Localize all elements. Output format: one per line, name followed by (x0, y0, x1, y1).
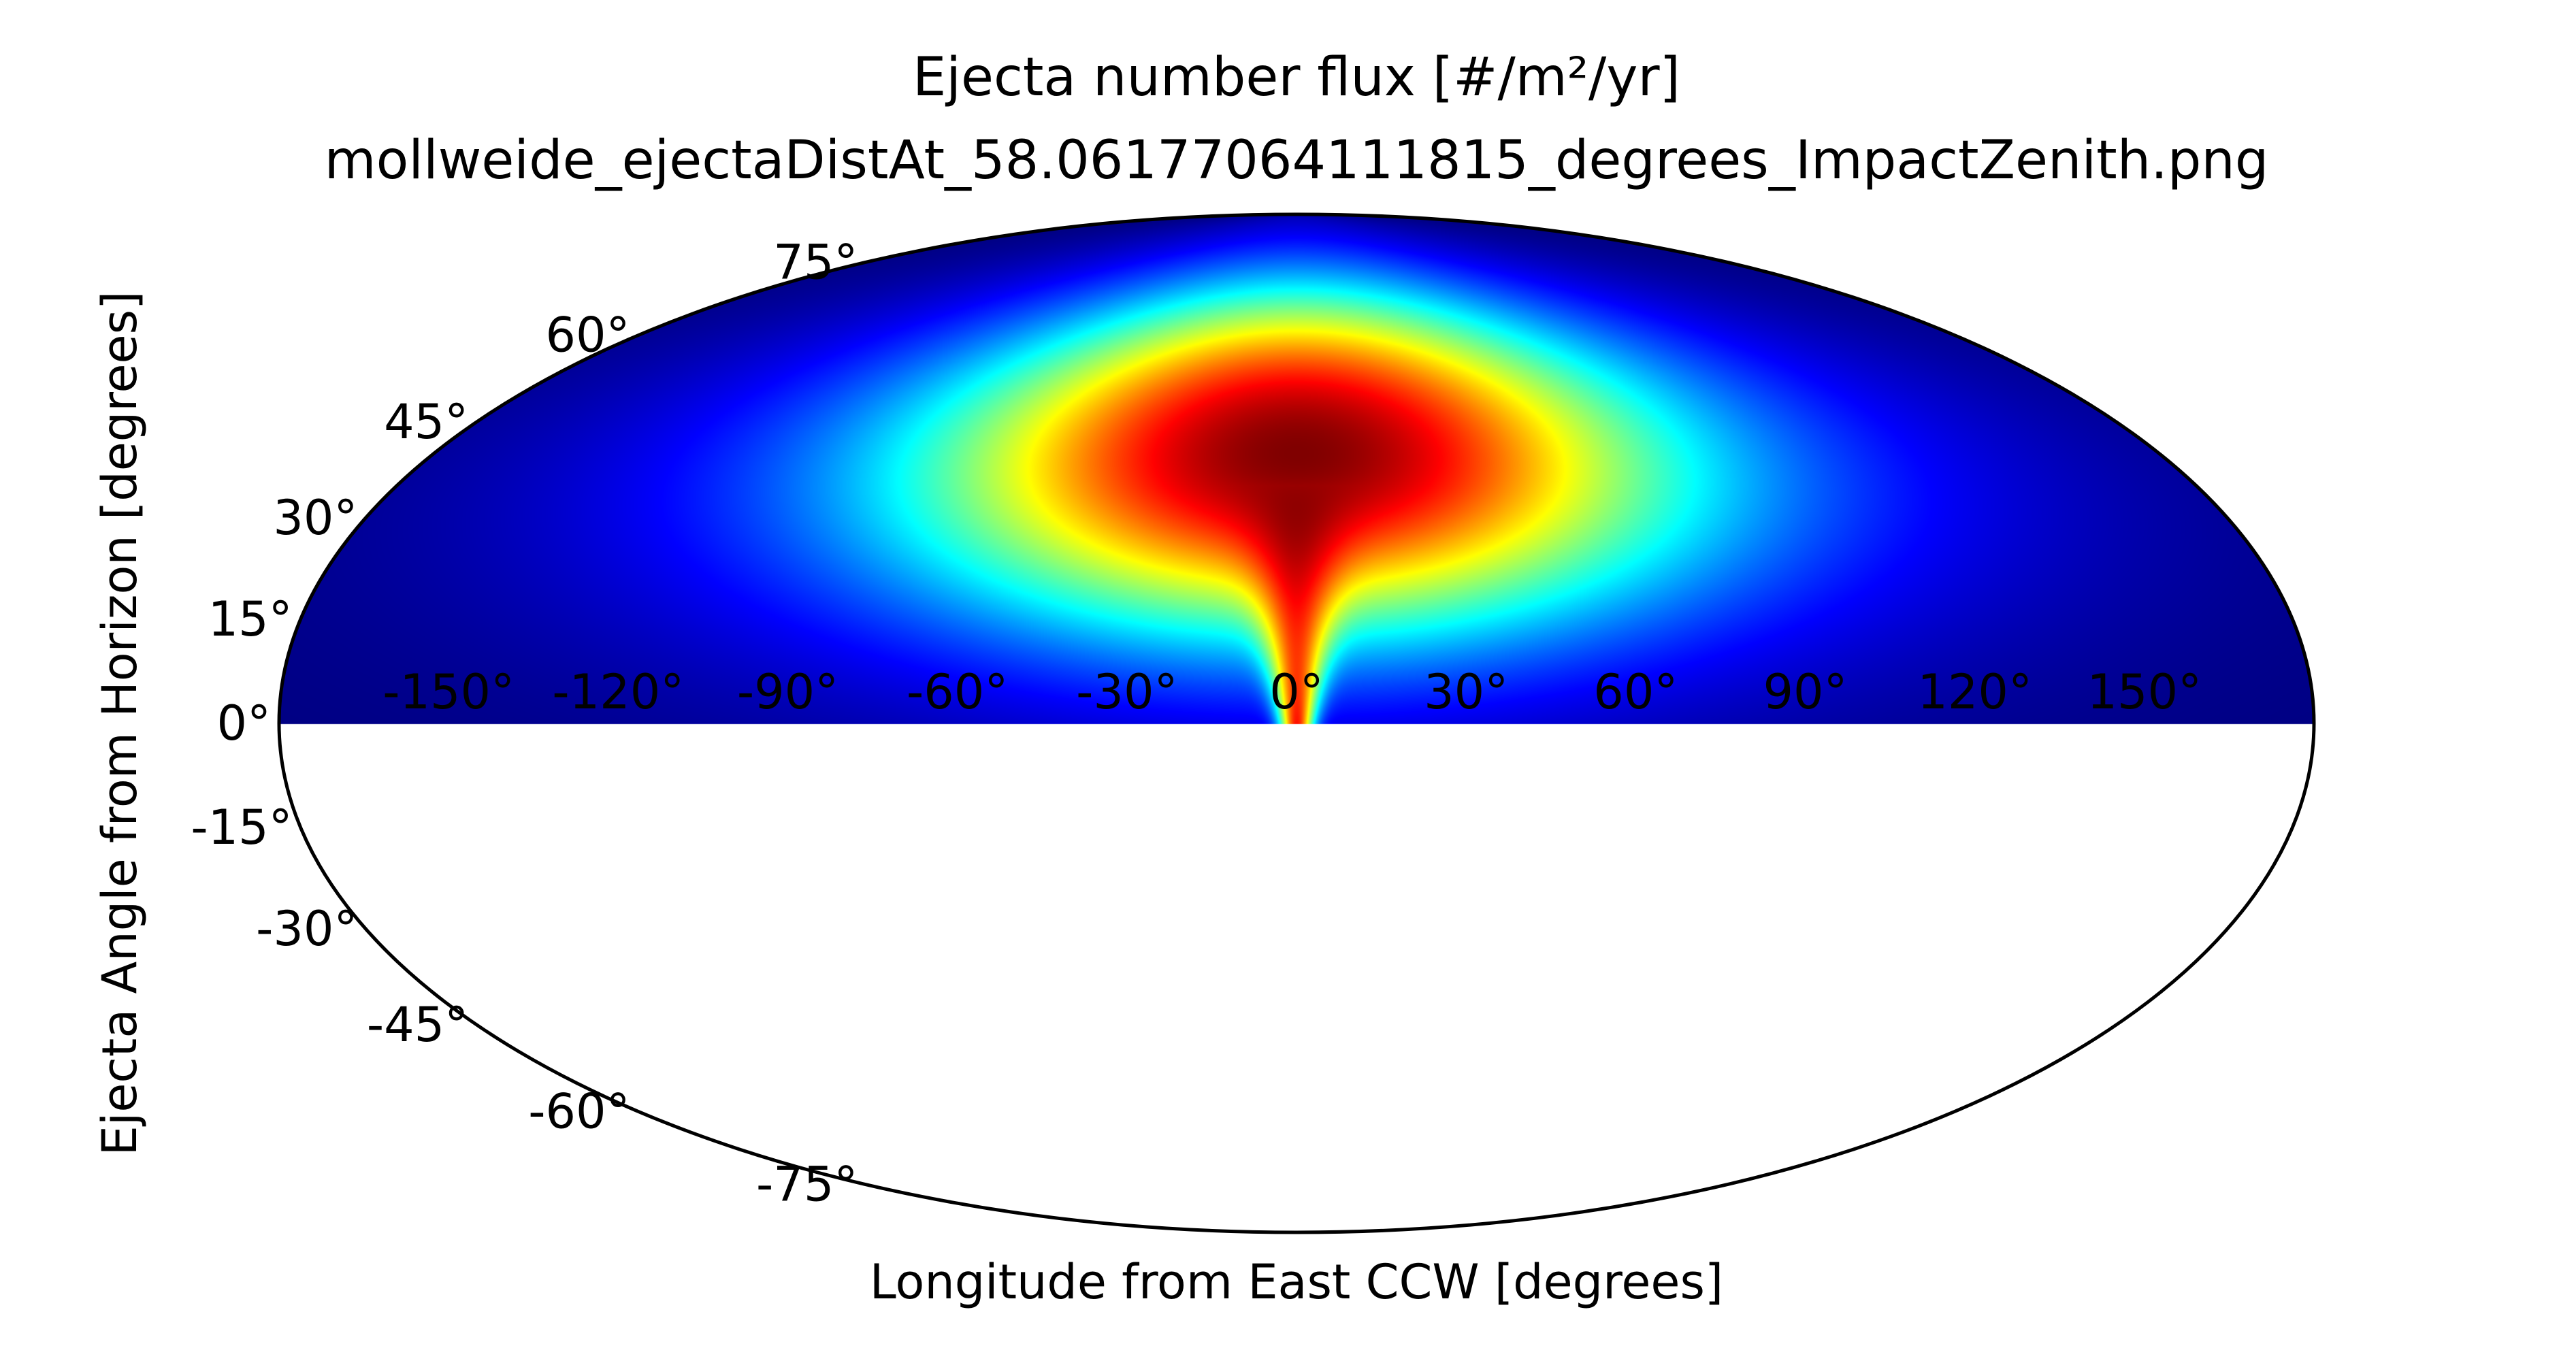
y-tick-label: 75° (773, 234, 858, 290)
x-tick-label: 150° (2087, 664, 2202, 720)
x-axis-label: Longitude from East CCW [degrees] (870, 1254, 1723, 1310)
y-tick-label: -60° (528, 1083, 630, 1139)
chart-subtitle: mollweide_ejectaDistAt_58.06177064111815… (325, 130, 2269, 191)
y-tick-label: -45° (367, 997, 468, 1053)
x-tick-label: -90° (737, 664, 838, 720)
y-tick-label: -30° (256, 901, 357, 957)
x-tick-label: 90° (1763, 664, 1847, 720)
y-tick-label: 60° (545, 308, 630, 363)
y-tick-label: 45° (384, 394, 468, 450)
y-tick-label: 30° (273, 490, 357, 546)
y-tick-label: 15° (208, 591, 293, 647)
x-tick-label: 30° (1424, 664, 1508, 720)
map-outline (277, 212, 2316, 1234)
y-tick-label: -15° (191, 800, 292, 855)
y-axis-label: Ejecta Angle from Horizon [degrees] (92, 291, 148, 1156)
x-tick-label: 0° (1269, 664, 1324, 720)
x-tick-label: -150° (382, 664, 515, 720)
chart-title: Ejecta number flux [#/m²/yr] (913, 47, 1680, 108)
y-tick-labels: 75° 60° 45° 30° 15° 0° -15° -30°-45° -60° -75° (191, 234, 858, 1212)
x-tick-label: -120° (552, 664, 684, 720)
x-tick-labels: -150° -120° -90° -60° -30° 0° 30° 60° 90° 120° 150… (382, 664, 2202, 720)
x-tick-label: 120° (1917, 664, 2032, 720)
y-tick-label: 0° (216, 695, 271, 751)
x-tick-label: -30° (1076, 664, 1177, 720)
x-tick-label: -60° (907, 664, 1008, 720)
x-tick-label: 60° (1593, 664, 1678, 720)
y-tick-label: -75° (756, 1157, 858, 1213)
